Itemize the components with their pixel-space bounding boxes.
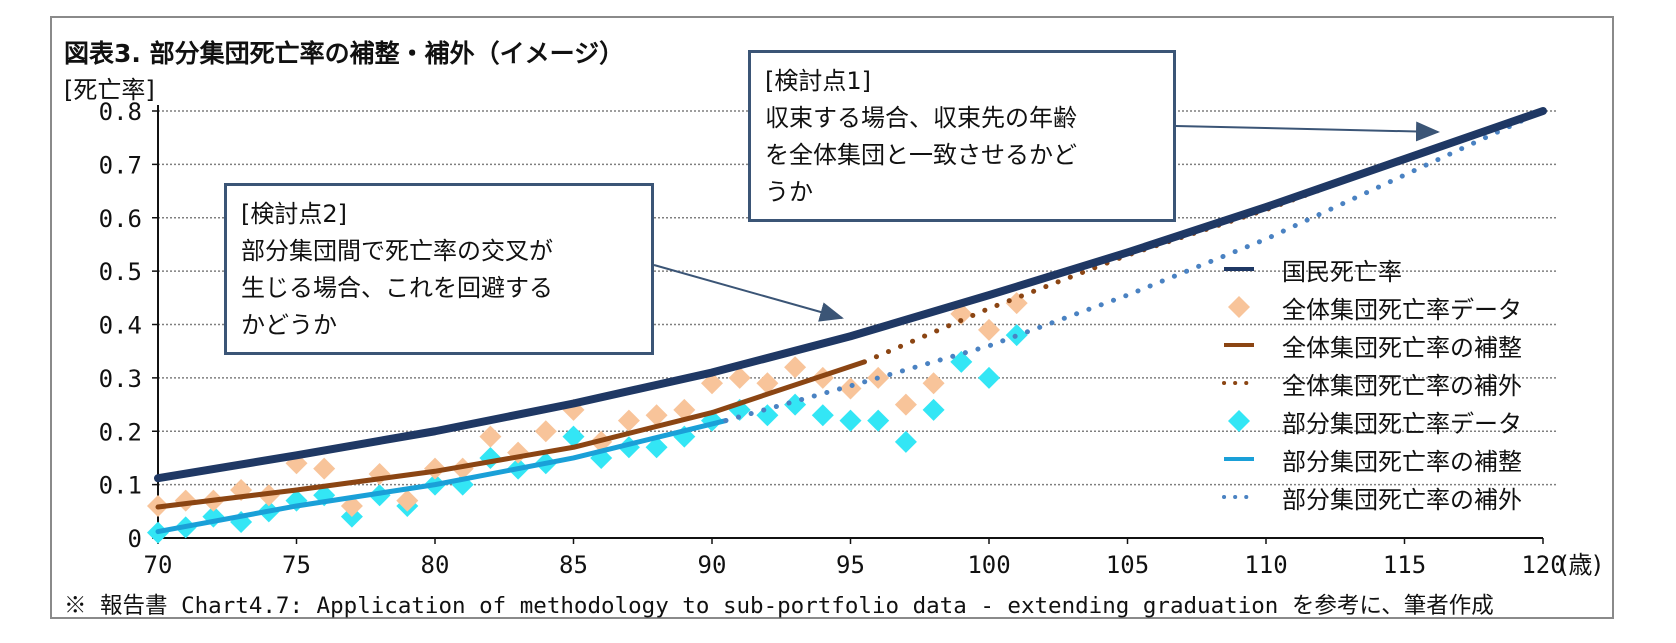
legend-label: 全体集団死亡率の補外 xyxy=(1282,371,1522,400)
series-5-line xyxy=(155,418,729,535)
legend-symbol xyxy=(1212,406,1266,436)
callout-point-1: [検討点1] 収束する場合、収束先の年齢 を全体集団と一致させるかど うか xyxy=(748,50,1176,222)
y-tick-label: 0 xyxy=(128,525,142,553)
series-1-point xyxy=(784,356,807,379)
x-tick-label: 100 xyxy=(967,551,1010,579)
legend-label: 部分集団死亡率データ xyxy=(1282,409,1522,438)
series-4-point xyxy=(894,430,917,453)
series-2-line xyxy=(155,359,867,510)
chart-title: 図表3. 部分集団死亡率の補整・補外（イメージ） xyxy=(64,39,625,68)
series-1-point xyxy=(645,404,668,427)
callout-2-line-2: 部分集団間で死亡率の交叉が xyxy=(241,237,553,265)
x-tick-label: 70 xyxy=(144,551,173,579)
legend-symbol xyxy=(1212,254,1266,284)
x-tick-label: 105 xyxy=(1106,551,1149,579)
series-1-point xyxy=(479,425,502,448)
legend-item: 部分集団死亡率の補整 xyxy=(1212,440,1522,478)
x-tick-label: 80 xyxy=(421,551,450,579)
y-tick-label: 0.4 xyxy=(99,312,142,340)
series-4-point xyxy=(922,398,945,421)
series-4-point xyxy=(950,350,973,373)
legend-item: 国民死亡率 xyxy=(1212,250,1402,288)
series-1-point xyxy=(978,318,1000,341)
x-tick-label: 120 xyxy=(1521,551,1564,579)
y-tick-label: 0.3 xyxy=(99,365,142,393)
callout-2-arrow xyxy=(653,264,844,322)
x-tick-label: 90 xyxy=(698,551,727,579)
callout-2-line-4: かどうか xyxy=(241,311,337,339)
series-4-point xyxy=(867,409,890,432)
series-1-point xyxy=(617,409,640,432)
legend-item: 全体集団死亡率の補整 xyxy=(1212,326,1522,364)
series-4-point xyxy=(645,436,668,459)
legend-label: 国民死亡率 xyxy=(1282,257,1402,286)
legend-label: 部分集団死亡率の補外 xyxy=(1282,485,1522,514)
x-tick-label: 115 xyxy=(1383,551,1426,579)
series-1-point xyxy=(894,393,917,416)
y-tick-label: 0.6 xyxy=(99,205,142,233)
series-1-point xyxy=(756,372,779,395)
series-4-point xyxy=(839,409,862,432)
x-tick-label: 75 xyxy=(282,551,311,579)
series-1-point xyxy=(673,398,696,421)
y-tick-label: 0.2 xyxy=(99,418,142,446)
x-tick-label: 110 xyxy=(1244,551,1287,579)
callout-1-line-2: 収束する場合、収束先の年齢 xyxy=(765,104,1077,132)
callout-1-arrow xyxy=(1175,121,1440,142)
series-1-point xyxy=(313,457,336,480)
legend-label: 全体集団死亡率の補整 xyxy=(1282,333,1522,362)
legend-label: 部分集団死亡率の補整 xyxy=(1282,447,1522,476)
series-4-point xyxy=(562,425,585,448)
footnote: ※ 報告書 Chart4.7: Application of methodolo… xyxy=(64,593,1494,619)
series-1-point xyxy=(534,420,557,443)
series-1-point xyxy=(839,377,862,400)
callout-1-heading: [検討点1] xyxy=(765,67,871,95)
series-6-line xyxy=(723,108,1546,424)
callout-1-line-4: うか xyxy=(765,178,813,206)
legend-item: 部分集団死亡率の補外 xyxy=(1212,478,1522,516)
legend-symbol xyxy=(1212,330,1266,360)
y-tick-label: 0.5 xyxy=(99,258,142,286)
legend-item: 全体集団死亡率の補外 xyxy=(1212,364,1522,402)
series-1-point xyxy=(728,366,751,389)
y-tick-label: 0.1 xyxy=(99,472,142,500)
legend-symbol xyxy=(1212,444,1266,474)
legend-symbol xyxy=(1212,482,1266,512)
series-1-point xyxy=(396,489,419,512)
series-0-line xyxy=(154,107,1547,483)
series-4-point xyxy=(978,366,1000,389)
series-1-point xyxy=(922,372,945,395)
x-tick-label: 85 xyxy=(559,551,588,579)
series-4-point xyxy=(811,404,834,427)
callout-1-line-3: を全体集団と一致させるかど xyxy=(765,141,1077,169)
legend-item: 全体集団死亡率データ xyxy=(1212,288,1522,326)
callout-2-heading: [検討点2] xyxy=(241,200,347,228)
legend-symbol xyxy=(1212,292,1266,322)
legend-item: 部分集団死亡率データ xyxy=(1212,402,1522,440)
y-tick-label: 0.8 xyxy=(99,98,142,126)
legend-symbol xyxy=(1212,368,1266,398)
y-axis-unit-label: [死亡率] xyxy=(64,76,155,104)
x-tick-label: 95 xyxy=(836,551,865,579)
y-tick-label: 0.7 xyxy=(99,151,142,179)
legend-label: 全体集団死亡率データ xyxy=(1282,295,1522,324)
callout-point-2: [検討点2] 部分集団間で死亡率の交叉が 生じる場合、これを回避する かどうか xyxy=(224,183,654,355)
x-axis-unit-label: (歳) xyxy=(1559,551,1602,579)
callout-2-line-3: 生じる場合、これを回避する xyxy=(241,274,553,302)
